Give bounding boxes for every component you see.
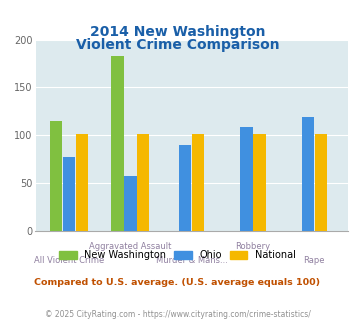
Text: Murder & Mans...: Murder & Mans...	[156, 256, 228, 265]
Bar	[179, 145, 191, 231]
Text: All Violent Crime: All Violent Crime	[34, 256, 104, 265]
Bar	[240, 127, 253, 231]
Legend: New Washington, Ohio, National: New Washington, Ohio, National	[56, 248, 299, 263]
Bar	[124, 177, 137, 231]
Bar	[63, 157, 75, 231]
Bar	[50, 121, 62, 231]
Text: Rape: Rape	[304, 256, 325, 265]
Text: Compared to U.S. average. (U.S. average equals 100): Compared to U.S. average. (U.S. average …	[34, 279, 321, 287]
Text: Violent Crime Comparison: Violent Crime Comparison	[76, 38, 279, 52]
Bar	[253, 134, 266, 231]
Bar	[192, 134, 204, 231]
Text: 2014 New Washington: 2014 New Washington	[90, 25, 265, 39]
Text: Robbery: Robbery	[235, 242, 271, 251]
Bar	[315, 134, 327, 231]
Bar	[137, 134, 149, 231]
Text: © 2025 CityRating.com - https://www.cityrating.com/crime-statistics/: © 2025 CityRating.com - https://www.city…	[45, 310, 310, 319]
Bar	[111, 56, 124, 231]
Bar	[302, 117, 314, 231]
Text: Aggravated Assault: Aggravated Assault	[89, 242, 171, 251]
Bar	[76, 134, 88, 231]
